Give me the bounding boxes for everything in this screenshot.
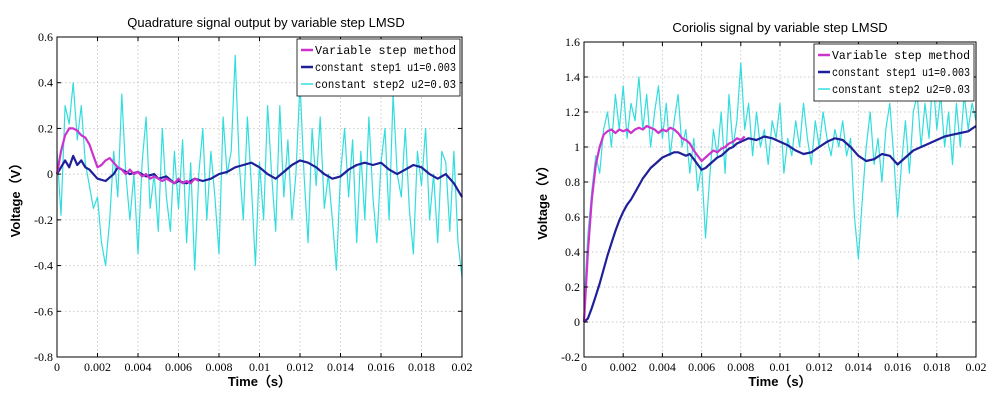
x-tick-label: 0.02 bbox=[966, 360, 987, 374]
x-tick-label: 0.012 bbox=[806, 360, 833, 374]
legend-label: constant step2 u2=0.03 bbox=[315, 78, 456, 92]
x-tick-label: 0 bbox=[581, 360, 587, 374]
x-tick-label: 0.008 bbox=[727, 360, 754, 374]
x-tick-label: 0.018 bbox=[923, 360, 950, 374]
x-tick-label: 0.006 bbox=[165, 360, 192, 374]
y-tick-label: 1.6 bbox=[565, 35, 580, 49]
x-tick-label: 0.002 bbox=[610, 360, 637, 374]
x-tick-label: 0.004 bbox=[125, 360, 152, 374]
y-tick-label: 0 bbox=[47, 167, 53, 181]
series-group bbox=[582, 62, 977, 323]
chart-title: Quadrature signal output by variable ste… bbox=[127, 15, 405, 30]
x-tick-label: 0.006 bbox=[688, 360, 715, 374]
x-tick-label: 0.016 bbox=[368, 360, 395, 374]
y-axis-label: Voltage（V） bbox=[535, 159, 550, 240]
x-tick-label: 0.01 bbox=[249, 360, 270, 374]
y-tick-label: 0.4 bbox=[565, 245, 580, 259]
y-tick-label: 0.6 bbox=[38, 30, 53, 44]
y-tick-label: 1 bbox=[574, 140, 580, 154]
series-line-2 bbox=[56, 154, 463, 198]
x-axis-label: Time（s） bbox=[228, 374, 291, 389]
x-tick-label: 0.02 bbox=[452, 360, 473, 374]
legend: Variable step method constant step1 u1=0.… bbox=[813, 43, 975, 102]
chart-title: Coriolis signal by variable step LMSD bbox=[672, 20, 887, 35]
chart-2: Coriolis signal by variable step LMSD 0 0.… bbox=[535, 20, 987, 389]
x-axis-label: Time（s） bbox=[748, 374, 811, 389]
y-tick-label: -0.4 bbox=[34, 259, 53, 273]
x-tick-label: 0.014 bbox=[327, 360, 354, 374]
legend-box bbox=[813, 43, 975, 102]
y-tick-label: -0.8 bbox=[34, 350, 53, 364]
x-tick-label: 0.012 bbox=[287, 360, 314, 374]
legend-label: Variable step method bbox=[315, 44, 456, 58]
series-line-1 bbox=[582, 124, 746, 323]
x-tick-label: 0.01 bbox=[770, 360, 791, 374]
y-tick-label: 1.2 bbox=[565, 105, 580, 119]
series-line-1 bbox=[55, 127, 200, 185]
y-tick-label: 0.4 bbox=[38, 76, 53, 90]
y-tick-label: -0.2 bbox=[561, 350, 580, 364]
legend-label: constant step1 u1=0.003 bbox=[315, 61, 456, 75]
y-tick-label: -0.6 bbox=[34, 304, 53, 318]
x-tick-label: 0.004 bbox=[649, 360, 676, 374]
series-line-2 bbox=[583, 125, 977, 323]
y-tick-label: -0.2 bbox=[34, 213, 53, 227]
y-tick-label: 0.2 bbox=[565, 280, 580, 294]
x-tick-label: 0.016 bbox=[884, 360, 911, 374]
x-tick-label: 0.018 bbox=[408, 360, 435, 374]
legend-box bbox=[296, 38, 461, 97]
y-tick-label: 0.8 bbox=[565, 175, 580, 189]
series-group bbox=[55, 54, 463, 278]
y-tick-label: 0.6 bbox=[565, 210, 580, 224]
series-line-3 bbox=[56, 54, 463, 278]
y-tick-label: 0.2 bbox=[38, 121, 53, 135]
legend-label: Variable step method bbox=[832, 49, 970, 63]
x-tick-label: 0.014 bbox=[845, 360, 872, 374]
legend: Variable step method constant step1 u1=0.… bbox=[296, 38, 461, 97]
legend-label: constant step1 u1=0.003 bbox=[832, 66, 970, 80]
x-tick-label: 0.008 bbox=[206, 360, 233, 374]
y-tick-label: 1.4 bbox=[565, 70, 580, 84]
x-tick-label: 0.002 bbox=[84, 360, 111, 374]
legend-label: constant step2 u2=0.03 bbox=[832, 83, 970, 97]
y-tick-label: 0 bbox=[574, 315, 580, 329]
y-axis-label: Voltage（V） bbox=[8, 157, 23, 238]
x-tick-label: 0 bbox=[54, 360, 60, 374]
chart-1: Quadrature signal output by variable ste… bbox=[8, 15, 473, 389]
